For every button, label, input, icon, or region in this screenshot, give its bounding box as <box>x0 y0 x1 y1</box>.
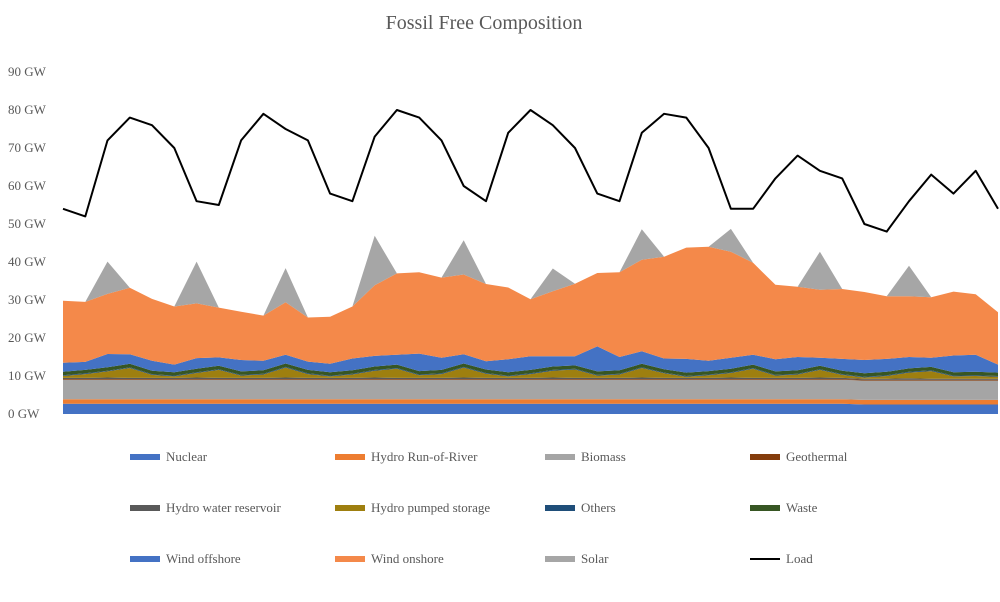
area-series-hydro-pumped-storage <box>63 367 998 379</box>
legend-item-hydro-pumped-storage: Hydro pumped storage <box>335 497 490 519</box>
legend-swatch <box>130 454 160 460</box>
legend-label: Waste <box>786 500 818 515</box>
legend-swatch <box>750 558 780 560</box>
legend-swatch <box>545 454 575 460</box>
legend-swatch <box>335 505 365 511</box>
y-tick-label: 50 GW <box>8 216 47 231</box>
area-series-wind-onshore <box>63 246 998 365</box>
legend-swatch <box>545 556 575 562</box>
y-tick-label: 0 GW <box>8 406 40 421</box>
legend-label: Wind offshore <box>166 551 241 566</box>
plot-lines <box>62 109 999 233</box>
y-tick-label: 60 GW <box>8 178 47 193</box>
legend-swatch <box>335 454 365 460</box>
y-tick-label: 80 GW <box>8 102 47 117</box>
legend-label: Geothermal <box>786 449 848 464</box>
legend-label: Others <box>581 500 616 515</box>
legend-item-others: Others <box>545 497 616 519</box>
legend-item-hydro-water-reservoir: Hydro water reservoir <box>130 497 281 519</box>
y-axis: 0 GW 10 GW 20 GW 30 GW 40 GW 50 GW 60 GW 70 GW 8… <box>8 64 47 421</box>
y-tick-label: 30 GW <box>8 292 47 307</box>
area-series-geothermal <box>63 379 998 381</box>
legend-item-geothermal: Geothermal <box>750 446 847 468</box>
area-series-hydro-run-of-river <box>63 399 998 405</box>
y-tick-label: 10 GW <box>8 368 47 383</box>
legend-label: Nuclear <box>166 449 208 464</box>
legend-item-waste: Waste <box>750 497 817 519</box>
legend-swatch <box>545 505 575 511</box>
legend-item-solar: Solar <box>545 548 608 570</box>
legend-label: Hydro water reservoir <box>166 500 281 515</box>
area-series-nuclear <box>63 403 998 414</box>
line-series-load <box>62 109 999 233</box>
chart-title: Fossil Free Composition <box>386 12 583 34</box>
area-series-waste <box>63 363 998 377</box>
legend-label: Solar <box>581 551 609 566</box>
y-tick-label: 90 GW <box>8 64 47 79</box>
legend-swatch <box>335 556 365 562</box>
area-series-solar <box>63 228 998 318</box>
legend-swatch <box>750 505 780 511</box>
area-series-biomass <box>63 379 998 400</box>
area-series-wind-offshore <box>63 346 998 374</box>
legend-swatch <box>130 505 160 511</box>
legend-item-wind-onshore: Wind onshore <box>335 548 444 570</box>
legend-item-load: Load <box>750 548 813 570</box>
legend-item-biomass: Biomass <box>545 446 626 468</box>
y-tick-label: 70 GW <box>8 140 47 155</box>
chart: Fossil Free Composition 0 GW 10 GW 20 GW 30… <box>8 12 999 421</box>
legend-item-nuclear: Nuclear <box>130 446 207 468</box>
legend-item-wind-offshore: Wind offshore <box>130 548 241 570</box>
legend-label: Biomass <box>581 449 626 464</box>
y-tick-label: 40 GW <box>8 254 47 269</box>
legend-item-hydro-run-of-river: Hydro Run-of-River <box>335 446 478 468</box>
legend-label: Wind onshore <box>371 551 444 566</box>
legend-swatch <box>750 454 780 460</box>
legend-label: Load <box>786 551 813 566</box>
y-tick-label: 20 GW <box>8 330 47 345</box>
legend-label: Hydro pumped storage <box>371 500 491 515</box>
plot-areas <box>63 228 998 414</box>
legend-label: Hydro Run-of-River <box>371 449 478 464</box>
legend-swatch <box>130 556 160 562</box>
legend: Nuclear Hydro Run-of-River Biomass Geotherm… <box>130 446 990 586</box>
area-series-hydro-water-reservoir <box>63 377 998 380</box>
